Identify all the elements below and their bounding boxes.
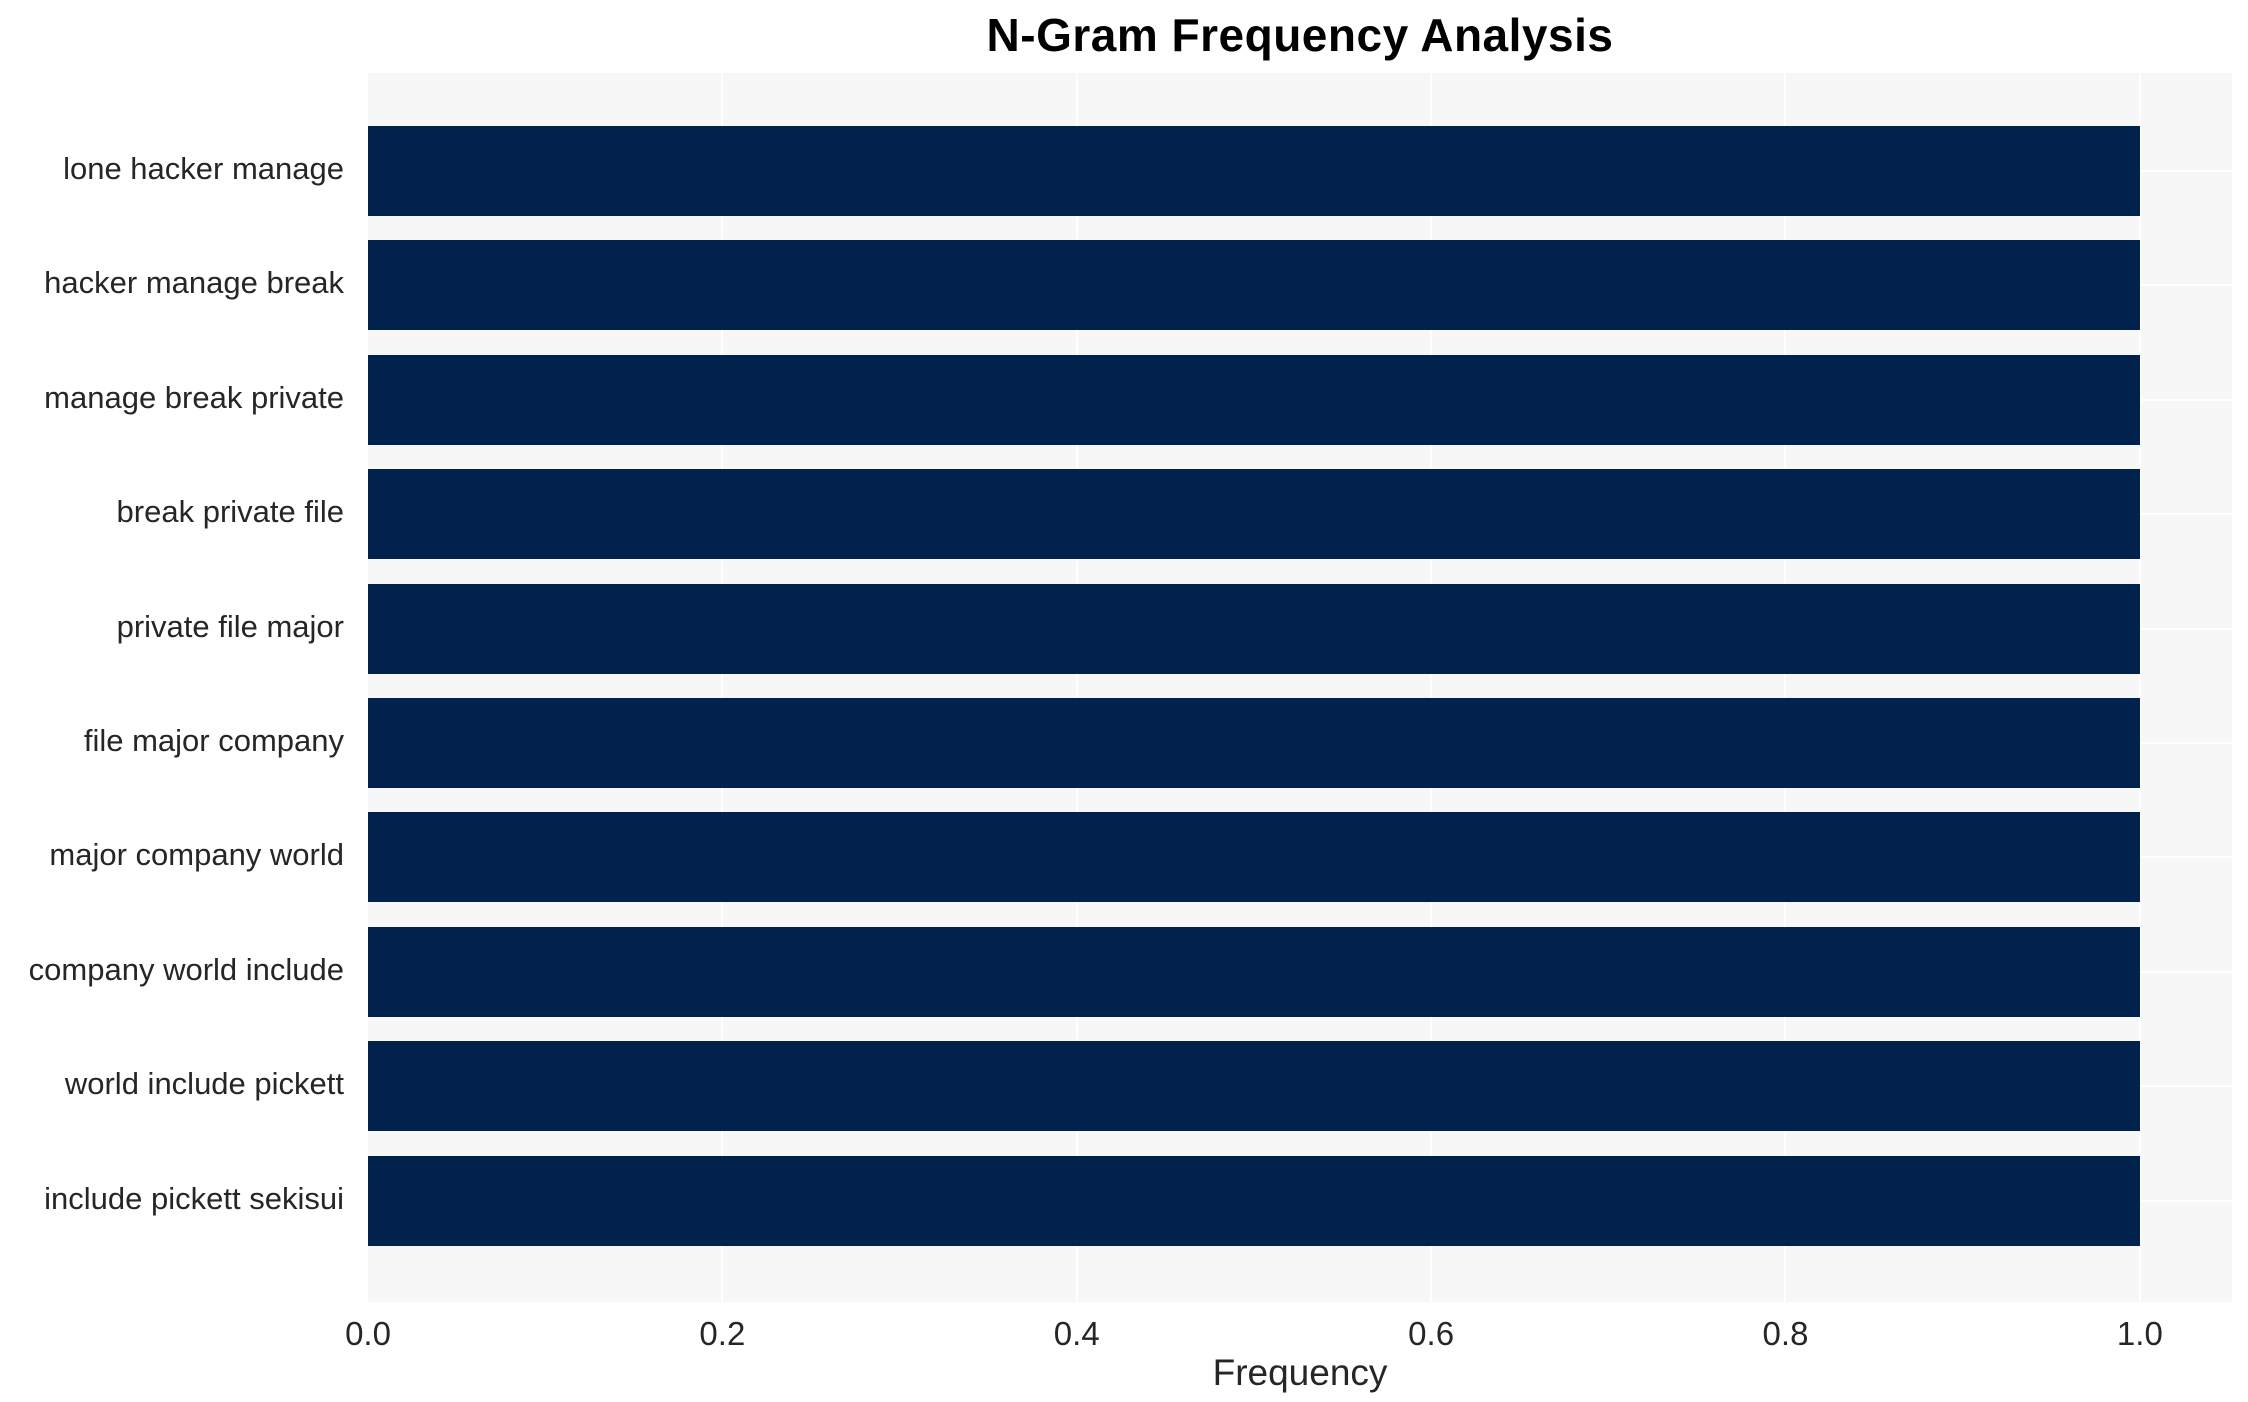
y-tick-label: company world include xyxy=(28,951,344,987)
x-tick-label: 0.8 xyxy=(1762,1315,1809,1352)
plot-area xyxy=(368,73,2232,1302)
x-gridline xyxy=(1430,73,1433,1302)
bar-file-major-company xyxy=(368,698,2140,788)
y-tick-label: private file major xyxy=(116,608,344,644)
bar-hacker-manage-break xyxy=(368,240,2140,331)
y-tick-label: file major company xyxy=(83,723,344,758)
x-tick-label: 0.6 xyxy=(1408,1315,1455,1352)
x-tick-label: 0.2 xyxy=(699,1315,746,1352)
bar-private-file-major xyxy=(368,583,2140,674)
bar-break-private-file xyxy=(368,469,2140,560)
bar-lone-hacker-manage xyxy=(368,126,2140,216)
bar-company-world-include xyxy=(368,926,2140,1017)
x-tick-label: 1.0 xyxy=(2116,1315,2163,1352)
x-tick-label: 0.4 xyxy=(1053,1315,1100,1352)
x-gridline xyxy=(1075,73,1078,1302)
x-gridline xyxy=(2138,73,2141,1302)
bar-manage-break-private xyxy=(368,354,2140,445)
y-tick-label: manage break private xyxy=(44,379,344,415)
y-tick-label: major company world xyxy=(49,837,344,873)
bar-major-company-world xyxy=(368,812,2140,903)
x-axis-label: Frequency xyxy=(1212,1352,1388,1393)
y-tick-label: break private file xyxy=(116,494,344,530)
chart-title: N-Gram Frequency Analysis xyxy=(986,9,1614,61)
bar-world-include-pickett xyxy=(368,1041,2140,1132)
x-tick-label: 0.0 xyxy=(345,1315,391,1352)
y-tick-label: lone hacker manage xyxy=(63,151,344,186)
y-tick-label: hacker manage break xyxy=(44,265,344,301)
x-gridline xyxy=(1784,73,1787,1302)
x-gridline xyxy=(721,73,724,1302)
bar-include-pickett-sekisui xyxy=(368,1155,2140,1246)
y-tick-label: include pickett sekisui xyxy=(44,1180,344,1216)
y-tick-label: world include pickett xyxy=(64,1066,344,1102)
